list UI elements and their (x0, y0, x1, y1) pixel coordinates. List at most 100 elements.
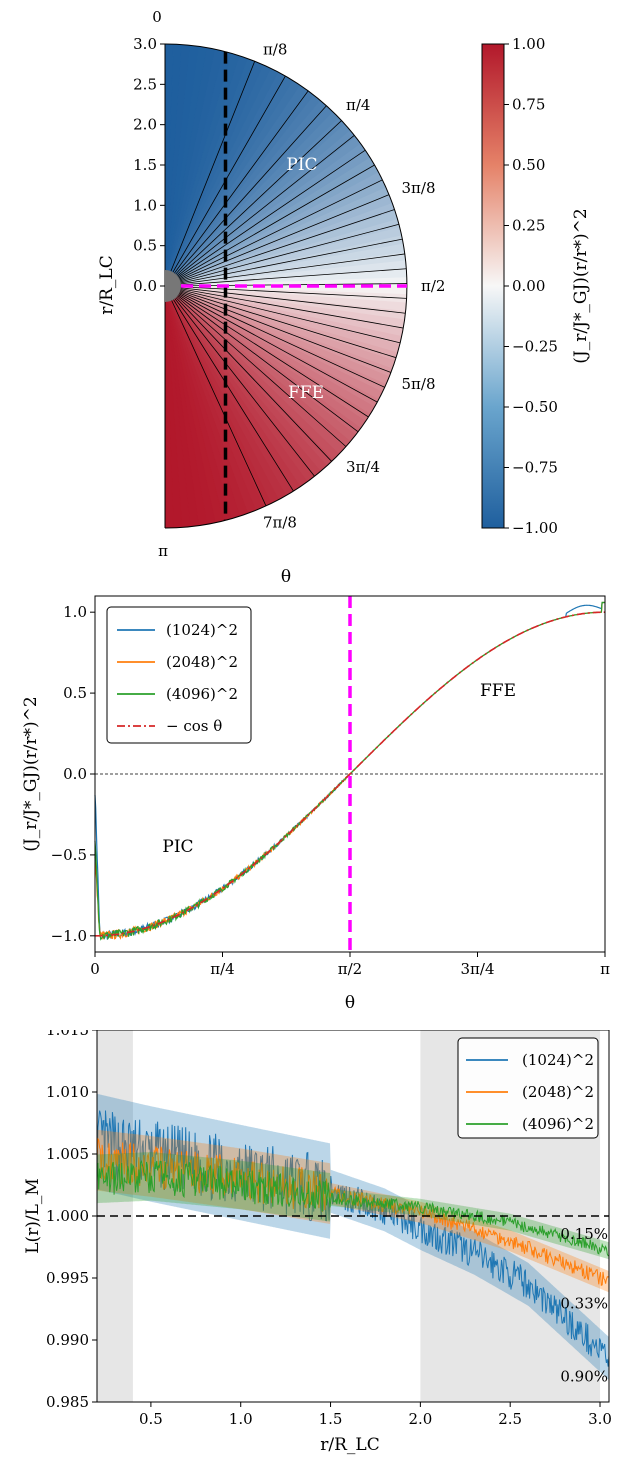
y-tick-label: 1.010 (46, 1083, 89, 1101)
legend-entry: (4096)^2 (166, 685, 238, 703)
colorbar-tick-label: 0.25 (512, 217, 545, 235)
field-line (164, 285, 359, 433)
panel-half-disk: 3.0 2.5 2.0 1.5 1.0 0.5 0.0 0 π/8 π/4 3π/8 π/2 5π/8… (97, 8, 591, 587)
field-line (164, 194, 390, 287)
theta-tick-label: π/8 (263, 40, 287, 58)
field-line (164, 285, 267, 507)
field-line (164, 268, 407, 287)
x-tick-label: π/4 (210, 960, 234, 978)
theta-tick-label: 3π/8 (402, 179, 436, 197)
field-line (164, 61, 256, 287)
x-tick-label: π/2 (338, 960, 362, 978)
colorbar-label: (J_r/J*_GJ)(r/r*)^2 (571, 208, 591, 363)
legend-entry: (4096)^2 (522, 1115, 594, 1133)
field-line (164, 285, 369, 418)
panel-current-profile: 0 π/4 π/2 3π/4 π1.00.50.0−0.5−1.0 FFE PIC θ … (21, 595, 610, 1013)
theta-tick-label: 5π/8 (402, 375, 436, 393)
colorbar-tick-label: −0.75 (512, 459, 558, 477)
field-line (164, 105, 327, 287)
x-tick-label: 0.5 (139, 1410, 163, 1428)
series-line (96, 1160, 610, 1257)
theta-tick-label: 7π/8 (263, 514, 297, 532)
field-line (164, 285, 294, 492)
field-line (164, 285, 397, 359)
y-tick-label: 0.5 (133, 237, 157, 255)
legend-entry: − cos θ (166, 717, 222, 735)
field-line (164, 285, 404, 329)
y-tick-label: 1.000 (46, 1207, 89, 1225)
colorbar-tick-label: −0.50 (512, 398, 558, 416)
x-tick-label: 3π/4 (460, 960, 494, 978)
x-tick-label: 2.5 (498, 1410, 522, 1428)
field-line (164, 253, 405, 287)
field-line (164, 285, 401, 344)
end-label: 0.15% (560, 1225, 608, 1243)
colorbar-tick-label: 0.50 (512, 156, 545, 174)
series-line (95, 611, 605, 937)
colorbar-tick-label: 0.75 (512, 96, 545, 114)
legend-bottom: (1024)^2 (2048)^2 (4096)^2 (457, 1037, 599, 1139)
x-axis-label-bottom: r/R_LC (320, 1435, 379, 1455)
legend-entry: (2048)^2 (522, 1083, 594, 1101)
y-tick-label: 1.0 (133, 196, 157, 214)
colorbar-tick-label: 1.00 (512, 35, 545, 53)
field-line (164, 164, 375, 287)
field-line (164, 285, 385, 388)
field-line (164, 179, 383, 287)
y-tick-label: 0.0 (133, 277, 157, 295)
y-tick-label: 2.5 (133, 75, 157, 93)
x-tick-label: π (600, 960, 610, 978)
y-axis-label-bottom: L(r)/L_M (23, 1178, 43, 1254)
legend-entry: (1024)^2 (522, 1051, 594, 1069)
disk-wedge (165, 285, 174, 528)
y-tick-label: 0.985 (46, 1393, 89, 1411)
star-disk (165, 270, 181, 302)
legend-mid: (1024)^2 (2048)^2 (4096)^2 − cos θ (106, 606, 252, 744)
series-band (97, 1093, 609, 1381)
y-tick-label: 1.015 (46, 1030, 89, 1039)
panel-luminosity: 0.15% 0.33% 0.90% 0.5 1.0 1.5 2.0 2.5 3.0 1.015 1… (23, 1030, 612, 1455)
series-band (97, 1129, 609, 1293)
field-line (164, 285, 332, 462)
series-line (96, 1137, 610, 1287)
legend-box (457, 1037, 599, 1139)
legend-entry: (2048)^2 (166, 653, 238, 671)
y-tick-label: 0.0 (63, 765, 87, 783)
colorbar-tick-label: 0.00 (512, 277, 545, 295)
field-line (164, 135, 355, 287)
x-tick-label: 0 (90, 960, 100, 978)
legend-box (106, 606, 252, 744)
x-tick-label: 1.5 (319, 1410, 343, 1428)
theta-tick-label: π (158, 542, 168, 560)
y-tick-label: 0.995 (46, 1269, 89, 1287)
field-line (164, 90, 309, 287)
x-tick-label: 2.0 (408, 1410, 432, 1428)
theta-tick-label: 3π/4 (346, 458, 380, 476)
field-line (164, 285, 407, 299)
x-tick-label: 3.0 (588, 1410, 612, 1428)
y-tick-label: 1.005 (46, 1145, 89, 1163)
series-line (96, 1110, 610, 1367)
colorbar-tick-label: −1.00 (512, 519, 558, 537)
field-line (164, 285, 406, 314)
region-label-ffe: FFE (288, 383, 324, 403)
annotation-ffe: FFE (480, 681, 516, 701)
y-tick-label: 0.5 (63, 684, 87, 702)
x-tick-label: 1.0 (229, 1410, 253, 1428)
y-tick-label: −1.0 (51, 927, 87, 945)
field-line (164, 149, 366, 287)
field-line (164, 238, 403, 287)
legend-entry: (1024)^2 (166, 621, 238, 639)
colorbar-tick-label: −0.25 (512, 338, 558, 356)
theta-tick-label: π/2 (421, 277, 445, 295)
field-line (164, 285, 347, 447)
y-tick-label: 1.5 (133, 156, 157, 174)
annotation-pic: PIC (162, 837, 193, 857)
end-label: 0.90% (560, 1368, 608, 1386)
region-label-pic: PIC (286, 155, 317, 175)
field-line (164, 285, 392, 373)
x-axis-label-top: θ (281, 567, 291, 587)
y-tick-label: 2.0 (133, 116, 157, 134)
field-line (164, 223, 400, 287)
y-tick-label: 1.0 (63, 603, 87, 621)
